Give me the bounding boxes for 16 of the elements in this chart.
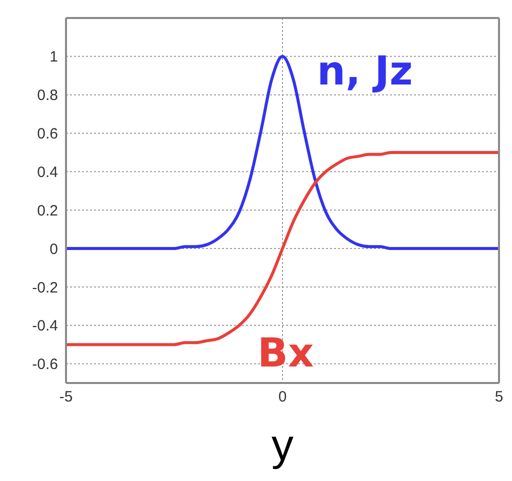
y-tick-label: -0.4	[32, 318, 58, 335]
y-tick-label: 0	[50, 240, 58, 258]
y-tick-label: -0.6	[32, 356, 58, 374]
series-label: Bx	[258, 330, 314, 377]
y-tick-label: -0.2	[32, 279, 58, 296]
line-series	[66, 54, 499, 250]
x-tick-label: 0	[278, 388, 287, 406]
y-tick-label: 0.8	[37, 87, 58, 104]
y-tick-label: 0.6	[37, 126, 58, 143]
y-tick-label: 0.4	[37, 164, 58, 182]
y-tick-label: 0.2	[37, 202, 58, 220]
x-tick-label: 5	[494, 388, 504, 406]
x-tick-label: -5	[59, 388, 73, 406]
y-tick-label: 1	[50, 48, 58, 66]
series-label: n, Jz	[316, 48, 413, 94]
x-axis-title: y	[272, 421, 294, 470]
